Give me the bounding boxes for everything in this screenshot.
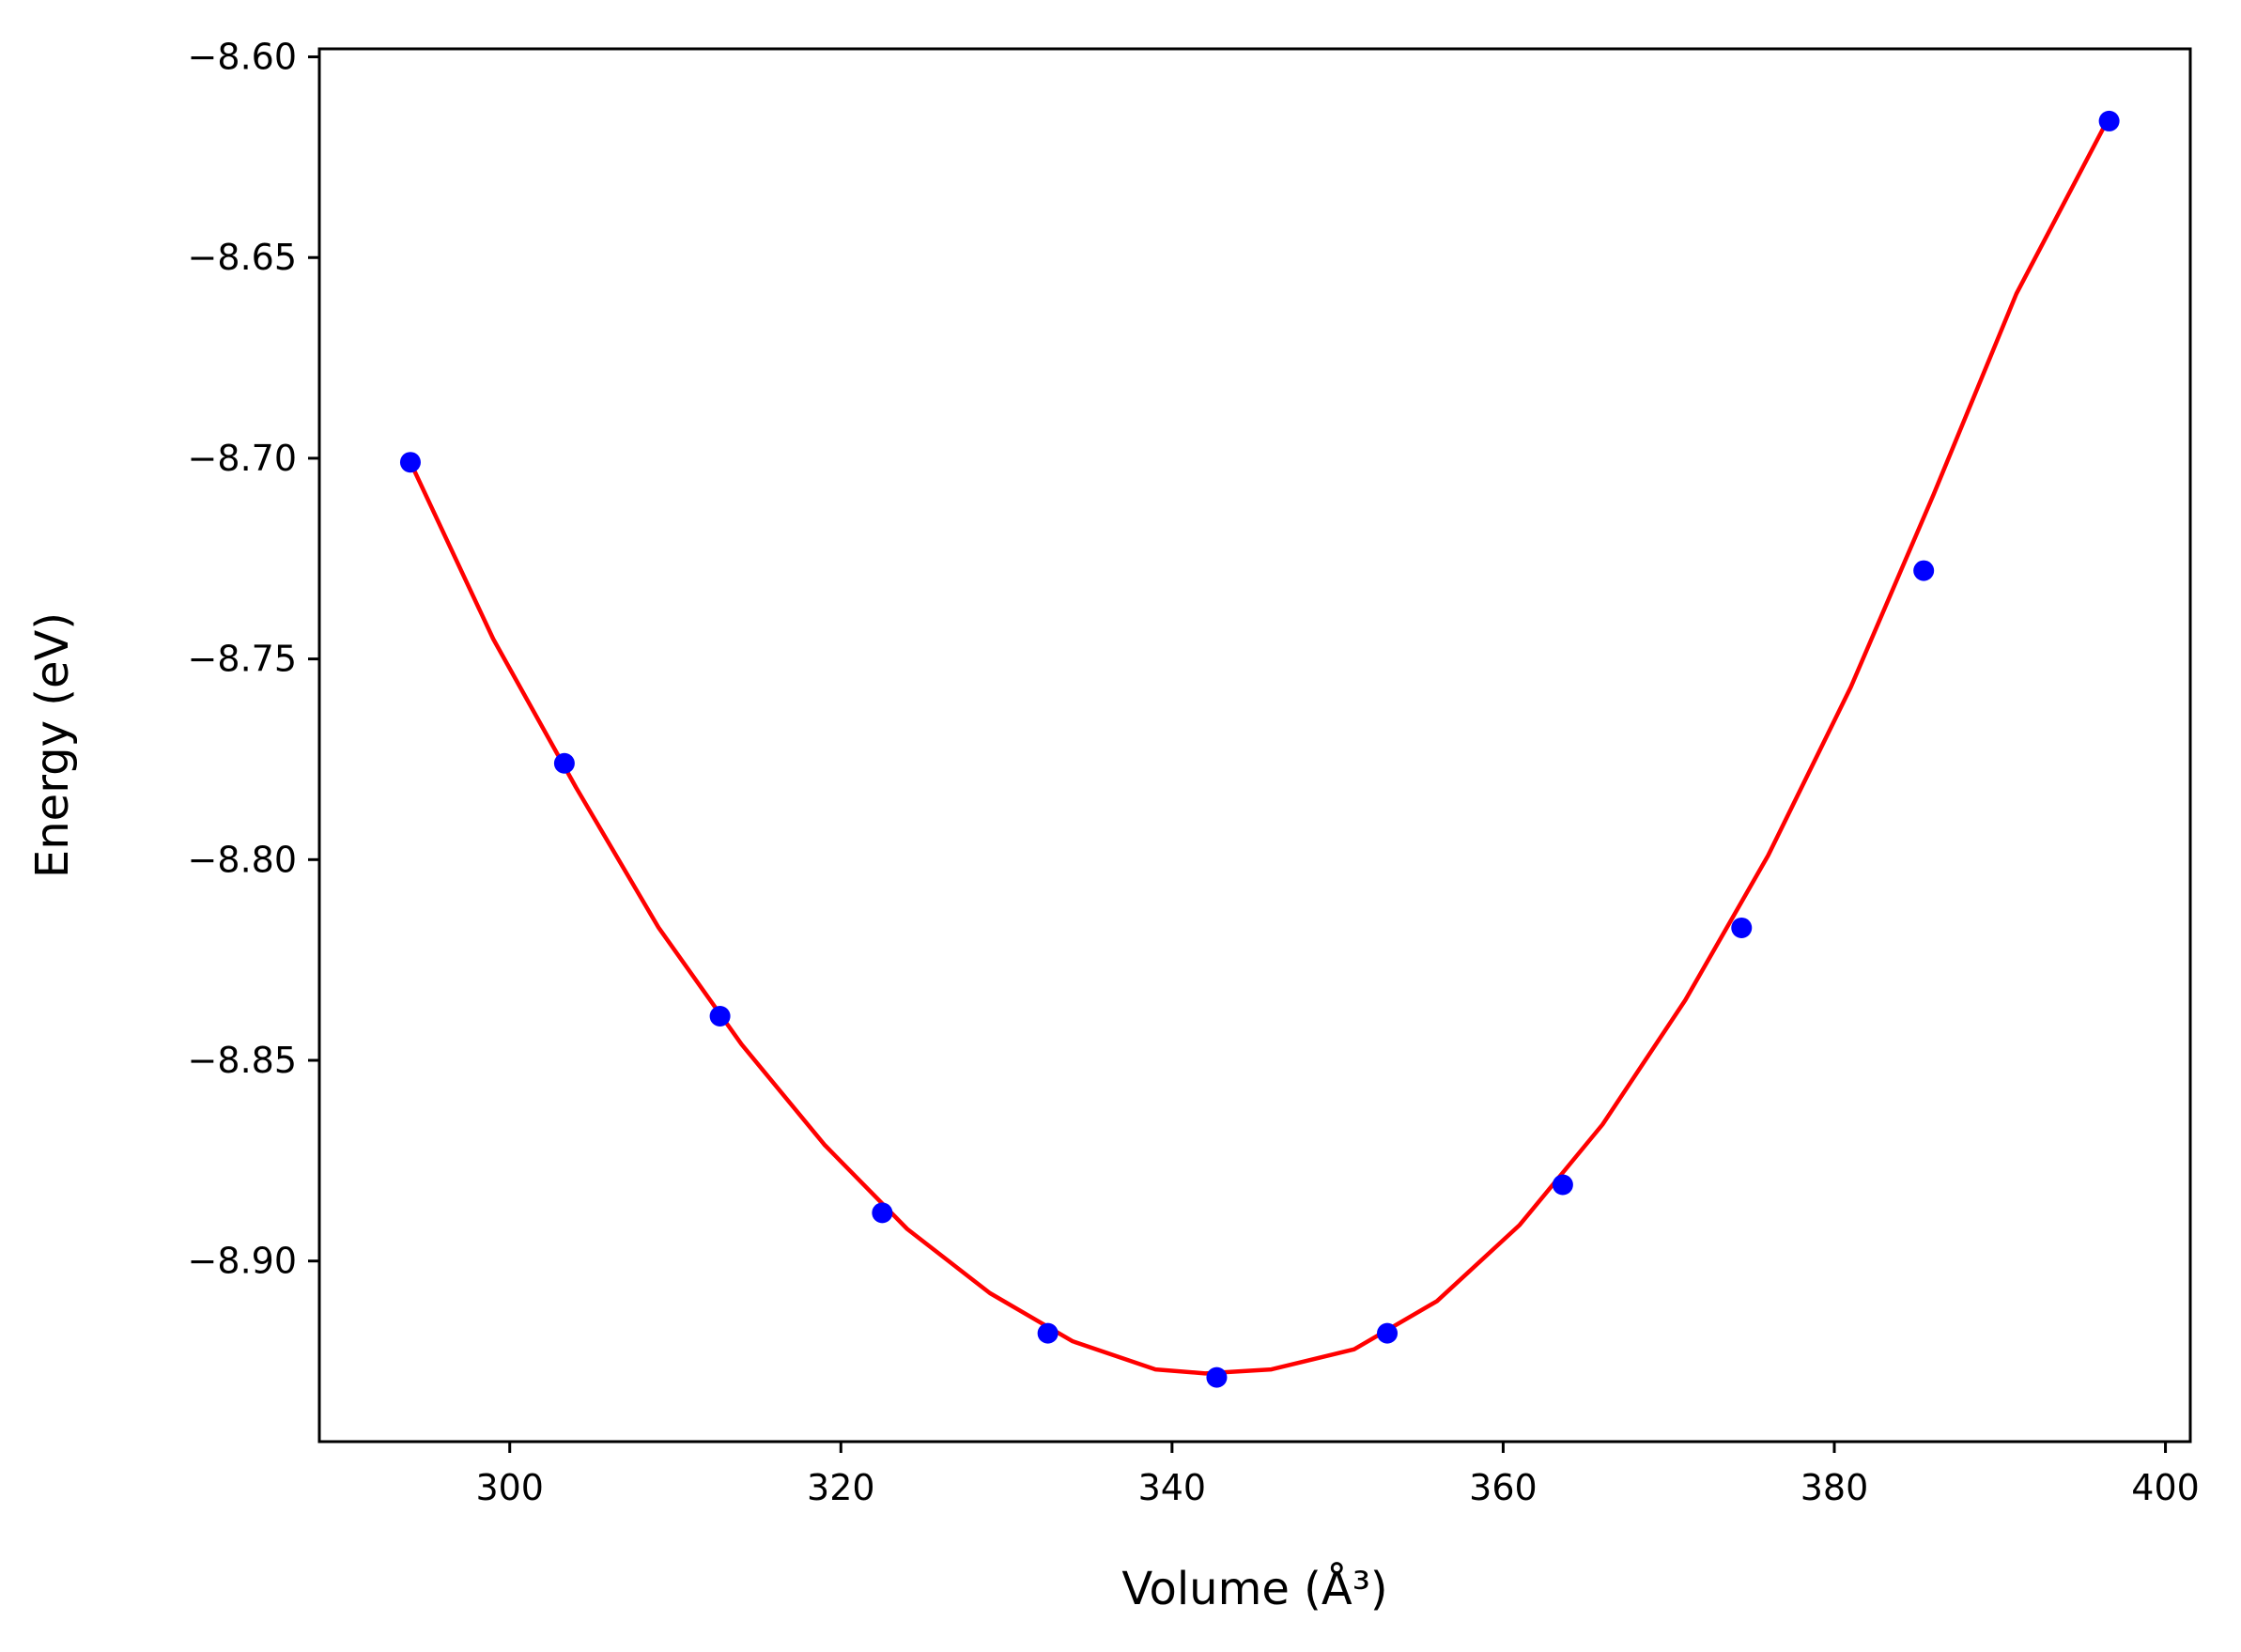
y-tick-label: −8.85 <box>188 1040 297 1081</box>
data-point <box>399 452 421 473</box>
x-tick-label: 400 <box>2131 1467 2200 1508</box>
data-point <box>1552 1174 1573 1196</box>
y-tick-label: −8.80 <box>188 839 297 880</box>
data-point <box>1913 560 1935 581</box>
data-point <box>872 1202 893 1224</box>
plot-frame <box>317 47 2192 1444</box>
fit-line <box>408 115 2111 1376</box>
data-point <box>1206 1366 1228 1388</box>
plot-layer <box>399 110 2120 1388</box>
x-axis-label: Volume (Å³) <box>1121 1562 1387 1615</box>
x-tick-label: 360 <box>1469 1467 1538 1508</box>
y-tick-label: −8.60 <box>188 37 297 78</box>
y-tick-label: −8.75 <box>188 639 297 680</box>
x-tick-label: 380 <box>1801 1467 1869 1508</box>
data-point <box>1037 1322 1059 1344</box>
y-tick-label: −8.90 <box>188 1241 297 1282</box>
data-point <box>2098 110 2120 131</box>
y-axis-label: Energy (eV) <box>26 612 79 878</box>
data-point <box>1731 917 1753 938</box>
data-point <box>553 752 575 774</box>
data-point <box>709 1005 731 1027</box>
x-tick-label: 340 <box>1138 1467 1207 1508</box>
x-tick-label: 300 <box>475 1467 544 1508</box>
x-tick-label: 320 <box>807 1467 875 1508</box>
axis-layer: 300 320 340 360 380 400 −8.60 −8.65 −8.70 −8.75 −8… <box>188 37 2200 1508</box>
y-tick-label: −8.65 <box>188 237 297 278</box>
y-tick-label: −8.70 <box>188 438 297 479</box>
data-point <box>1377 1322 1399 1344</box>
